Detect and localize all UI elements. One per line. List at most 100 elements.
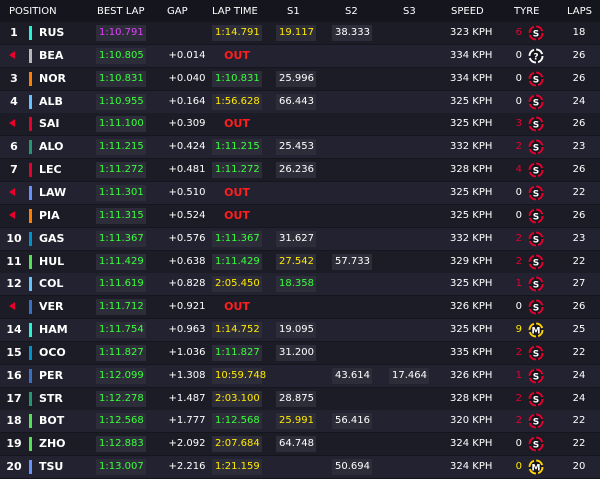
tyre-age: 0 xyxy=(515,95,522,107)
table-row[interactable]: 1 RUS 1:10.791 1:14.791 19.117 38.333 323 KPH 6… xyxy=(0,22,600,44)
driver-code[interactable]: HAM xyxy=(39,323,68,337)
lap-count: 26 xyxy=(572,72,586,84)
table-row[interactable]: 12 COL 1:11.619 +0.828 2:05.450 18.358 325 KPH… xyxy=(0,273,600,296)
table-row[interactable]: 3 NOR 1:10.831 +0.040 1:10.831 25.996 334 KPH 0… xyxy=(0,67,600,90)
best-lap: 1:11.712 xyxy=(96,299,146,316)
tyre-age: 2 xyxy=(515,141,522,153)
driver-code[interactable]: ZHO xyxy=(39,437,66,451)
driver-code[interactable]: COL xyxy=(39,277,64,291)
speed-trap: 332 KPH xyxy=(450,232,493,244)
lap-time: 1:11.215 xyxy=(212,139,262,156)
header-gap[interactable]: GAP xyxy=(167,6,188,17)
table-row[interactable]: 19 ZHO 1:12.883 +2.092 2:07.684 64.748 324 KPH… xyxy=(0,433,600,456)
table-row[interactable]: 6 ALO 1:11.215 +0.424 1:11.215 25.453 332 KPH 2… xyxy=(0,136,600,159)
driver-code[interactable]: ALB xyxy=(39,94,63,108)
svg-text:M: M xyxy=(532,463,541,473)
table-row[interactable]: PIA 1:11.315 +0.524 OUT 325 KPH 0 S 26 xyxy=(0,204,600,227)
driver-code[interactable]: RUS xyxy=(39,26,65,39)
table-row[interactable]: 11 HUL 1:11.429 +0.638 1:11.429 27.542 57.733 3… xyxy=(0,250,600,273)
table-row[interactable]: 16 PER 1:12.099 +1.308 10:59.748 43.614 17.464… xyxy=(0,364,600,387)
best-lap: 1:11.619 xyxy=(96,276,146,293)
team-color-stripe xyxy=(29,140,32,155)
lap-time: 1:21.159 xyxy=(212,459,262,476)
lap-count: 22 xyxy=(572,415,586,427)
driver-code[interactable]: HUL xyxy=(39,254,65,268)
header-s1[interactable]: S1 xyxy=(287,6,300,17)
sector-s2: 43.614 xyxy=(332,367,372,384)
table-row[interactable]: 20 TSU 1:13.007 +2.216 1:21.159 50.694 324 KPH… xyxy=(0,456,600,479)
header-position[interactable]: POSITION xyxy=(9,6,57,17)
speed-trap: 332 KPH xyxy=(450,141,493,153)
table-row[interactable]: BEA 1:10.805 +0.014 OUT 334 KPH 0? 26 xyxy=(0,44,600,67)
lap-time: 1:12.568 xyxy=(212,413,262,430)
speed-trap: 324 KPH xyxy=(450,438,493,450)
table-row[interactable]: 10 GAS 1:11.367 +0.576 1:11.367 31.627 332 KPH… xyxy=(0,227,600,250)
lap-count: 22 xyxy=(572,438,586,450)
position-number: 20 xyxy=(6,460,22,474)
table-row[interactable]: SAI 1:11.100 +0.309 OUT 325 KPH 3 S 26 xyxy=(0,113,600,136)
out-status: OUT xyxy=(224,300,250,314)
gap: +0.309 xyxy=(168,118,206,130)
lap-time: 1:14.752 xyxy=(212,322,262,339)
header-s3[interactable]: S3 xyxy=(403,6,416,17)
svg-text:S: S xyxy=(533,189,539,199)
team-color-stripe xyxy=(29,391,32,406)
driver-code[interactable]: ALO xyxy=(39,140,64,154)
header-laps[interactable]: LAPS xyxy=(567,6,593,17)
driver-code[interactable]: STR xyxy=(39,391,63,405)
driver-code[interactable]: NOR xyxy=(39,71,67,85)
driver-code[interactable]: PIA xyxy=(39,208,60,222)
tyre-age: 0 xyxy=(515,209,522,221)
driver-code[interactable]: OCO xyxy=(39,345,66,359)
sector-s1: 25.991 xyxy=(276,413,316,430)
gap: +0.638 xyxy=(168,255,206,267)
table-row[interactable]: 18 BOT 1:12.568 +1.777 1:12.568 25.991 56.416 3… xyxy=(0,410,600,433)
team-color-stripe xyxy=(29,71,32,86)
table-row[interactable]: 15 OCO 1:11.827 +1.036 1:11.827 31.200 335 KPH… xyxy=(0,341,600,364)
svg-text:S: S xyxy=(533,418,539,428)
gap: +0.164 xyxy=(168,95,206,107)
driver-code[interactable]: BOT xyxy=(39,414,65,428)
lap-count: 22 xyxy=(572,255,586,267)
team-color-stripe xyxy=(29,300,32,315)
team-color-stripe xyxy=(29,231,32,246)
best-lap: 1:11.754 xyxy=(96,322,146,339)
driver-code[interactable]: PER xyxy=(39,368,64,382)
table-row[interactable]: 14 HAM 1:11.754 +0.963 1:14.752 19.095 325 KPH… xyxy=(0,319,600,342)
driver-code[interactable]: SAI xyxy=(39,117,60,131)
driver-code[interactable]: BEA xyxy=(39,48,64,62)
driver-code[interactable]: TSU xyxy=(39,460,64,474)
tyre-age: 1 xyxy=(515,278,522,290)
best-lap: 1:11.301 xyxy=(96,184,146,201)
svg-text:?: ? xyxy=(533,52,538,62)
header-tyre[interactable]: TYRE xyxy=(514,6,540,17)
driver-code[interactable]: LAW xyxy=(39,185,67,199)
position-change-arrow-icon xyxy=(9,119,15,128)
gap: +2.092 xyxy=(168,438,206,450)
gap: +0.510 xyxy=(168,186,206,198)
best-lap: 1:11.100 xyxy=(96,116,146,133)
soft-tyre-icon: S xyxy=(528,276,544,292)
table-row[interactable]: 7 LEC 1:11.272 +0.481 1:11.272 26.236 328 KPH 4… xyxy=(0,159,600,182)
position-change-arrow-icon xyxy=(9,210,15,219)
driver-code[interactable]: GAS xyxy=(39,231,65,245)
svg-text:S: S xyxy=(533,349,539,359)
header-speed[interactable]: SPEED xyxy=(451,6,484,17)
driver-code[interactable]: LEC xyxy=(39,163,62,177)
table-row[interactable]: 17 STR 1:12.278 +1.487 2:03.100 28.875 328 KPH… xyxy=(0,387,600,410)
speed-trap: 328 KPH xyxy=(450,164,493,176)
tyre-age: 1 xyxy=(515,369,522,381)
table-row[interactable]: 4 ALB 1:10.955 +0.164 1:56.628 66.443 325 KPH 0… xyxy=(0,90,600,113)
soft-tyre-icon: S xyxy=(528,208,544,224)
lap-count: 24 xyxy=(572,392,586,404)
sector-s1: 18.358 xyxy=(276,276,316,293)
best-lap: 1:12.883 xyxy=(96,436,146,453)
header-best-lap[interactable]: BEST LAP xyxy=(97,6,145,17)
header-s2[interactable]: S2 xyxy=(345,6,358,17)
table-row[interactable]: LAW 1:11.301 +0.510 OUT 325 KPH 0 S 22 xyxy=(0,181,600,204)
driver-code[interactable]: VER xyxy=(39,300,64,314)
best-lap: 1:12.099 xyxy=(96,367,146,384)
table-row[interactable]: VER 1:11.712 +0.921 OUT 326 KPH 0 S 26 xyxy=(0,296,600,319)
header-lap-time[interactable]: LAP TIME xyxy=(212,6,258,17)
